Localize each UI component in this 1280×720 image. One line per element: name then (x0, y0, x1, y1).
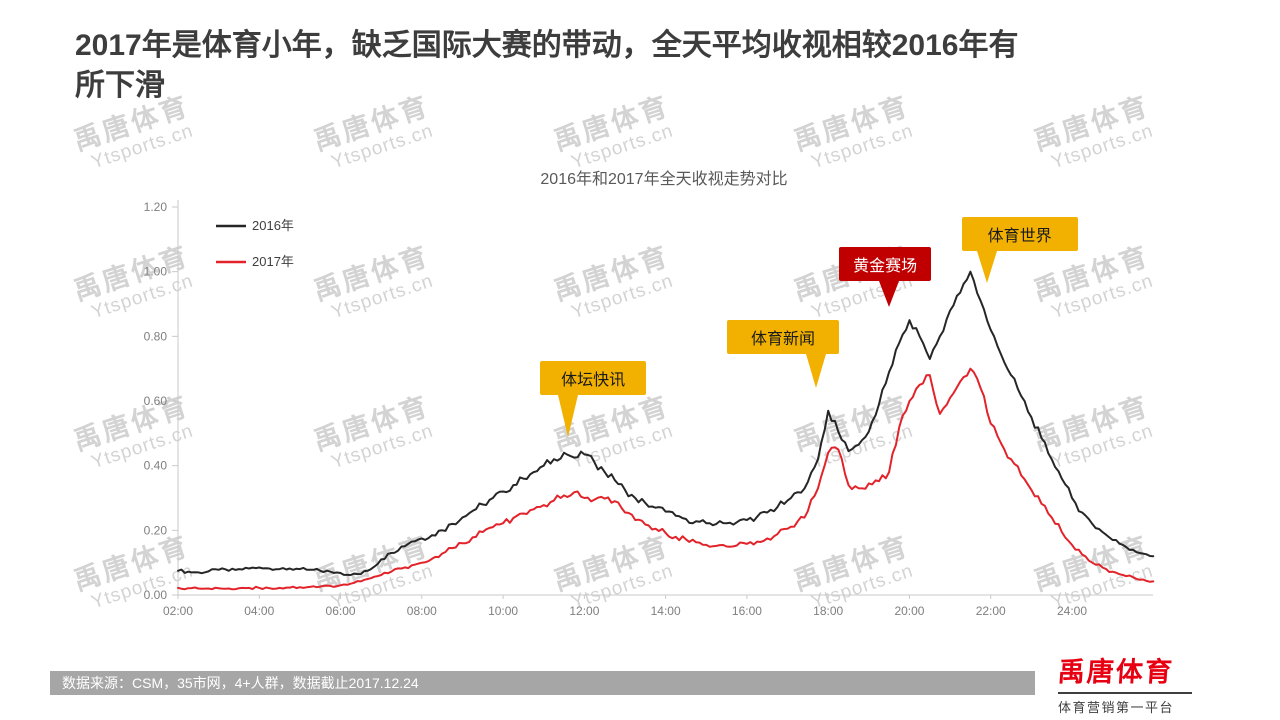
x-tick-label: 12:00 (569, 604, 599, 618)
annotation-arrow-1 (558, 395, 579, 437)
x-tick-label: 20:00 (894, 604, 924, 618)
brand-logo: 禹唐体育 体育营销第一平台 (1056, 650, 1192, 716)
y-tick-label: 0.20 (144, 523, 168, 537)
x-tick-label: 24:00 (1057, 604, 1087, 618)
logo-tagline: 体育营销第一平台 (1058, 700, 1175, 715)
data-source-text: 数据来源：CSM，35市网，4+人群，数据截止2017.12.24 (62, 675, 419, 691)
x-tick-label: 08:00 (407, 604, 437, 618)
annotation-arrow-3 (879, 281, 900, 307)
x-tick-label: 14:00 (651, 604, 681, 618)
y-tick-label: 1.00 (144, 265, 168, 279)
y-tick-label: 0.60 (144, 394, 168, 408)
y-tick-label: 0.80 (144, 329, 168, 343)
page-title: 2017年是体育小年，缺乏国际大赛的带动，全天平均收视相较2016年有所下滑 (75, 29, 1019, 102)
x-tick-label: 10:00 (488, 604, 518, 618)
series-line-2016 (177, 270, 1155, 576)
x-tick-label: 04:00 (244, 604, 274, 618)
annotation-1: 体坛快讯 (540, 361, 647, 395)
y-tick-label: 0.40 (144, 459, 168, 473)
annotation-arrow-2 (805, 354, 826, 388)
x-tick-label: 18:00 (813, 604, 843, 618)
y-tick-label: 1.20 (144, 200, 168, 214)
x-tick-label: 16:00 (732, 604, 762, 618)
annotation-2: 体育新闻 (726, 320, 839, 354)
x-tick-label: 02:00 (163, 604, 193, 618)
x-tick-label: 06:00 (326, 604, 356, 618)
annotation-arrow-4 (976, 251, 997, 283)
series-line-2017 (177, 367, 1155, 591)
source-bar: 数据来源：CSM，35市网，4+人群，数据截止2017.12.24 (50, 671, 1035, 695)
y-tick-label: 0.00 (144, 588, 168, 602)
legend-label-2016: 2016年 (252, 218, 294, 233)
logo-divider (1058, 692, 1192, 694)
legend-label-2017: 2017年 (252, 254, 294, 269)
annotation-4: 体育世界 (961, 217, 1078, 251)
logo-wordmark: 禹唐体育 (1056, 657, 1175, 687)
annotation-3: 黄金赛场 (839, 247, 932, 281)
x-tick-label: 22:00 (976, 604, 1006, 618)
chart-title: 2016年和2017年全天收视走势对比 (540, 171, 788, 188)
